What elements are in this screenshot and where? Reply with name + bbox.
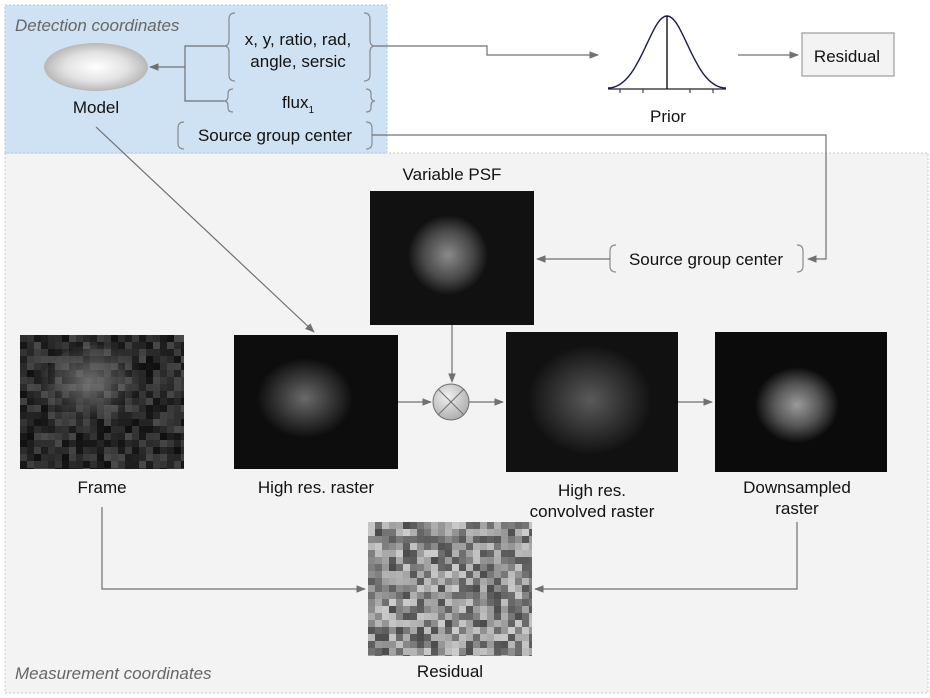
sgc-top-brace-left	[177, 121, 185, 150]
downsampled-line-1: Downsampled	[743, 478, 851, 497]
model-ellipse	[44, 43, 148, 91]
high-res-raster-label: High res. raster	[258, 478, 375, 497]
arrow-frame-to-residual	[101, 507, 366, 593]
residual-top-box	[801, 32, 895, 77]
prior-label: Prior	[650, 107, 686, 126]
flux-brace-right	[365, 88, 376, 113]
arrow-model-to-high-res	[95, 126, 315, 333]
prior-plot	[607, 15, 727, 93]
downsampled-line-2: raster	[775, 499, 819, 518]
residual-top-label: Residual	[814, 47, 880, 66]
params-line-1: x, y, ratio, rad,	[245, 30, 351, 49]
variable-psf-blob	[408, 215, 488, 295]
high-res-convolved-line-1: High res.	[558, 481, 626, 500]
measurement-region-label: Measurement coordinates	[15, 664, 212, 683]
arrow-downsampled-to-residual	[534, 522, 798, 593]
variable-psf-label: Variable PSF	[403, 165, 502, 184]
high-res-raster-blob	[257, 358, 353, 438]
sgc-top-label: Source group center	[198, 126, 352, 145]
frame-blob	[40, 345, 150, 435]
flux-label: flux1	[282, 93, 314, 116]
sgc-psf-brace-right	[796, 244, 804, 273]
arrow-params-to-prior	[375, 45, 599, 59]
residual-noise	[368, 522, 532, 656]
downsampled-blob	[755, 367, 839, 443]
detection-region-label: Detection coordinates	[15, 16, 180, 35]
model-label: Model	[73, 98, 119, 117]
params-line-2: angle, sersic	[250, 52, 346, 71]
residual-bottom-label: Residual	[417, 662, 483, 681]
frame-label: Frame	[77, 478, 126, 497]
params-flux-connector	[184, 45, 224, 102]
arrow-sgc-to-sgc-psf	[372, 134, 827, 263]
high-res-convolved-line-2: convolved raster	[530, 502, 655, 521]
sgc-psf-label: Source group center	[629, 250, 783, 269]
high-res-convolved-blob	[528, 345, 652, 455]
